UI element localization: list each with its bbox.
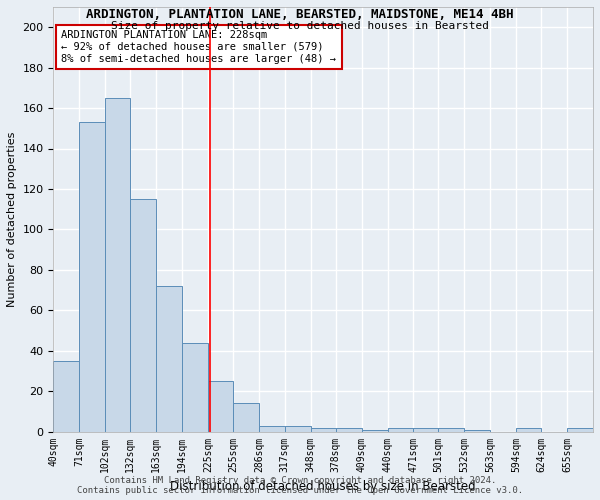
Y-axis label: Number of detached properties: Number of detached properties <box>7 132 17 307</box>
Bar <box>233 404 259 431</box>
Bar <box>439 428 464 432</box>
Bar <box>156 286 182 432</box>
Bar <box>259 426 285 432</box>
Bar <box>413 428 439 432</box>
Bar <box>362 430 388 432</box>
Bar <box>388 428 413 432</box>
Bar <box>79 122 105 432</box>
Bar <box>182 342 208 432</box>
Bar <box>130 199 156 432</box>
Bar <box>567 428 593 432</box>
Text: ARDINGTON PLANTATION LANE: 228sqm
← 92% of detached houses are smaller (579)
8% : ARDINGTON PLANTATION LANE: 228sqm ← 92% … <box>61 30 337 64</box>
Bar <box>464 430 490 432</box>
Bar <box>105 98 130 432</box>
Text: ARDINGTON, PLANTATION LANE, BEARSTED, MAIDSTONE, ME14 4BH: ARDINGTON, PLANTATION LANE, BEARSTED, MA… <box>86 8 514 20</box>
Bar <box>285 426 311 432</box>
Text: Size of property relative to detached houses in Bearsted: Size of property relative to detached ho… <box>111 21 489 31</box>
Bar <box>53 361 79 432</box>
Bar <box>516 428 541 432</box>
Bar <box>336 428 362 432</box>
X-axis label: Distribution of detached houses by size in Bearsted: Distribution of detached houses by size … <box>170 480 476 493</box>
Text: Contains HM Land Registry data © Crown copyright and database right 2024.
Contai: Contains HM Land Registry data © Crown c… <box>77 476 523 495</box>
Bar <box>208 381 233 432</box>
Bar <box>311 428 336 432</box>
